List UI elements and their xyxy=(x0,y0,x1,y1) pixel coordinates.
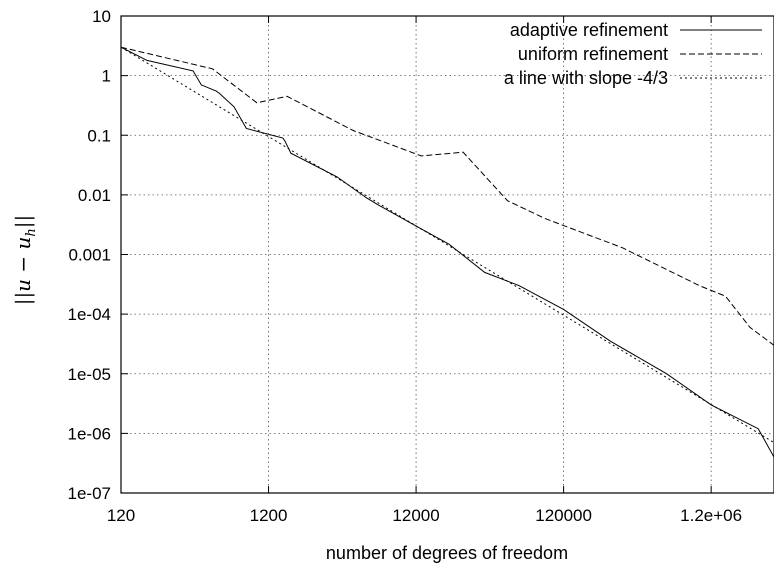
plot-frame xyxy=(120,15,774,494)
x-tick-label: 120 xyxy=(107,506,135,525)
series-lines xyxy=(120,46,774,458)
x-tick-label: 120000 xyxy=(535,506,592,525)
y-tick-label: 0.001 xyxy=(68,246,111,265)
series-line xyxy=(120,46,774,458)
y-axis-label: ||u − uh|| xyxy=(11,215,39,306)
y-tick-labels: 1e-07 1e-06 1e-05 1e-04 0.001 0.01 0.1 1 10 xyxy=(68,7,111,503)
series-line xyxy=(120,46,774,346)
x-axis-label: number of degrees of freedom xyxy=(326,543,568,563)
y-axis-label-u2: u xyxy=(11,237,35,250)
x-tick-label: 12000 xyxy=(392,506,439,525)
legend-label: adaptive refinement xyxy=(510,20,668,40)
y-axis-label-minus: − xyxy=(11,249,35,278)
y-axis-label-u: u xyxy=(11,279,35,292)
y-tick-label: 1e-06 xyxy=(68,424,111,443)
y-tick-label: 0.1 xyxy=(87,126,111,145)
y-tick-label: 1 xyxy=(102,67,111,86)
x-tick-label: 1200 xyxy=(250,506,288,525)
y-tick-label: 1e-07 xyxy=(68,484,111,503)
series-line xyxy=(120,46,774,444)
y-tick-label: 1e-04 xyxy=(68,305,111,324)
legend: adaptive refinement uniform refinement a l… xyxy=(504,20,762,88)
legend-label: uniform refinement xyxy=(518,44,668,64)
y-axis-label-open: || xyxy=(11,292,36,305)
y-axis-label-sub: h xyxy=(24,228,39,236)
legend-label: a line with slope -4/3 xyxy=(504,68,668,88)
y-tick-label: 1e-05 xyxy=(68,365,111,384)
x-tick-labels: 120 1200 12000 120000 1.2e+06 xyxy=(107,506,742,525)
y-tick-label: 0.01 xyxy=(78,186,111,205)
y-axis-label-close: || xyxy=(11,215,36,228)
svg-text:||u − uh||: ||u − uh|| xyxy=(11,215,39,306)
grid-lines xyxy=(121,16,774,493)
axis-ticks xyxy=(120,15,712,494)
x-tick-label: 1.2e+06 xyxy=(680,506,742,525)
y-tick-label: 10 xyxy=(92,7,111,26)
